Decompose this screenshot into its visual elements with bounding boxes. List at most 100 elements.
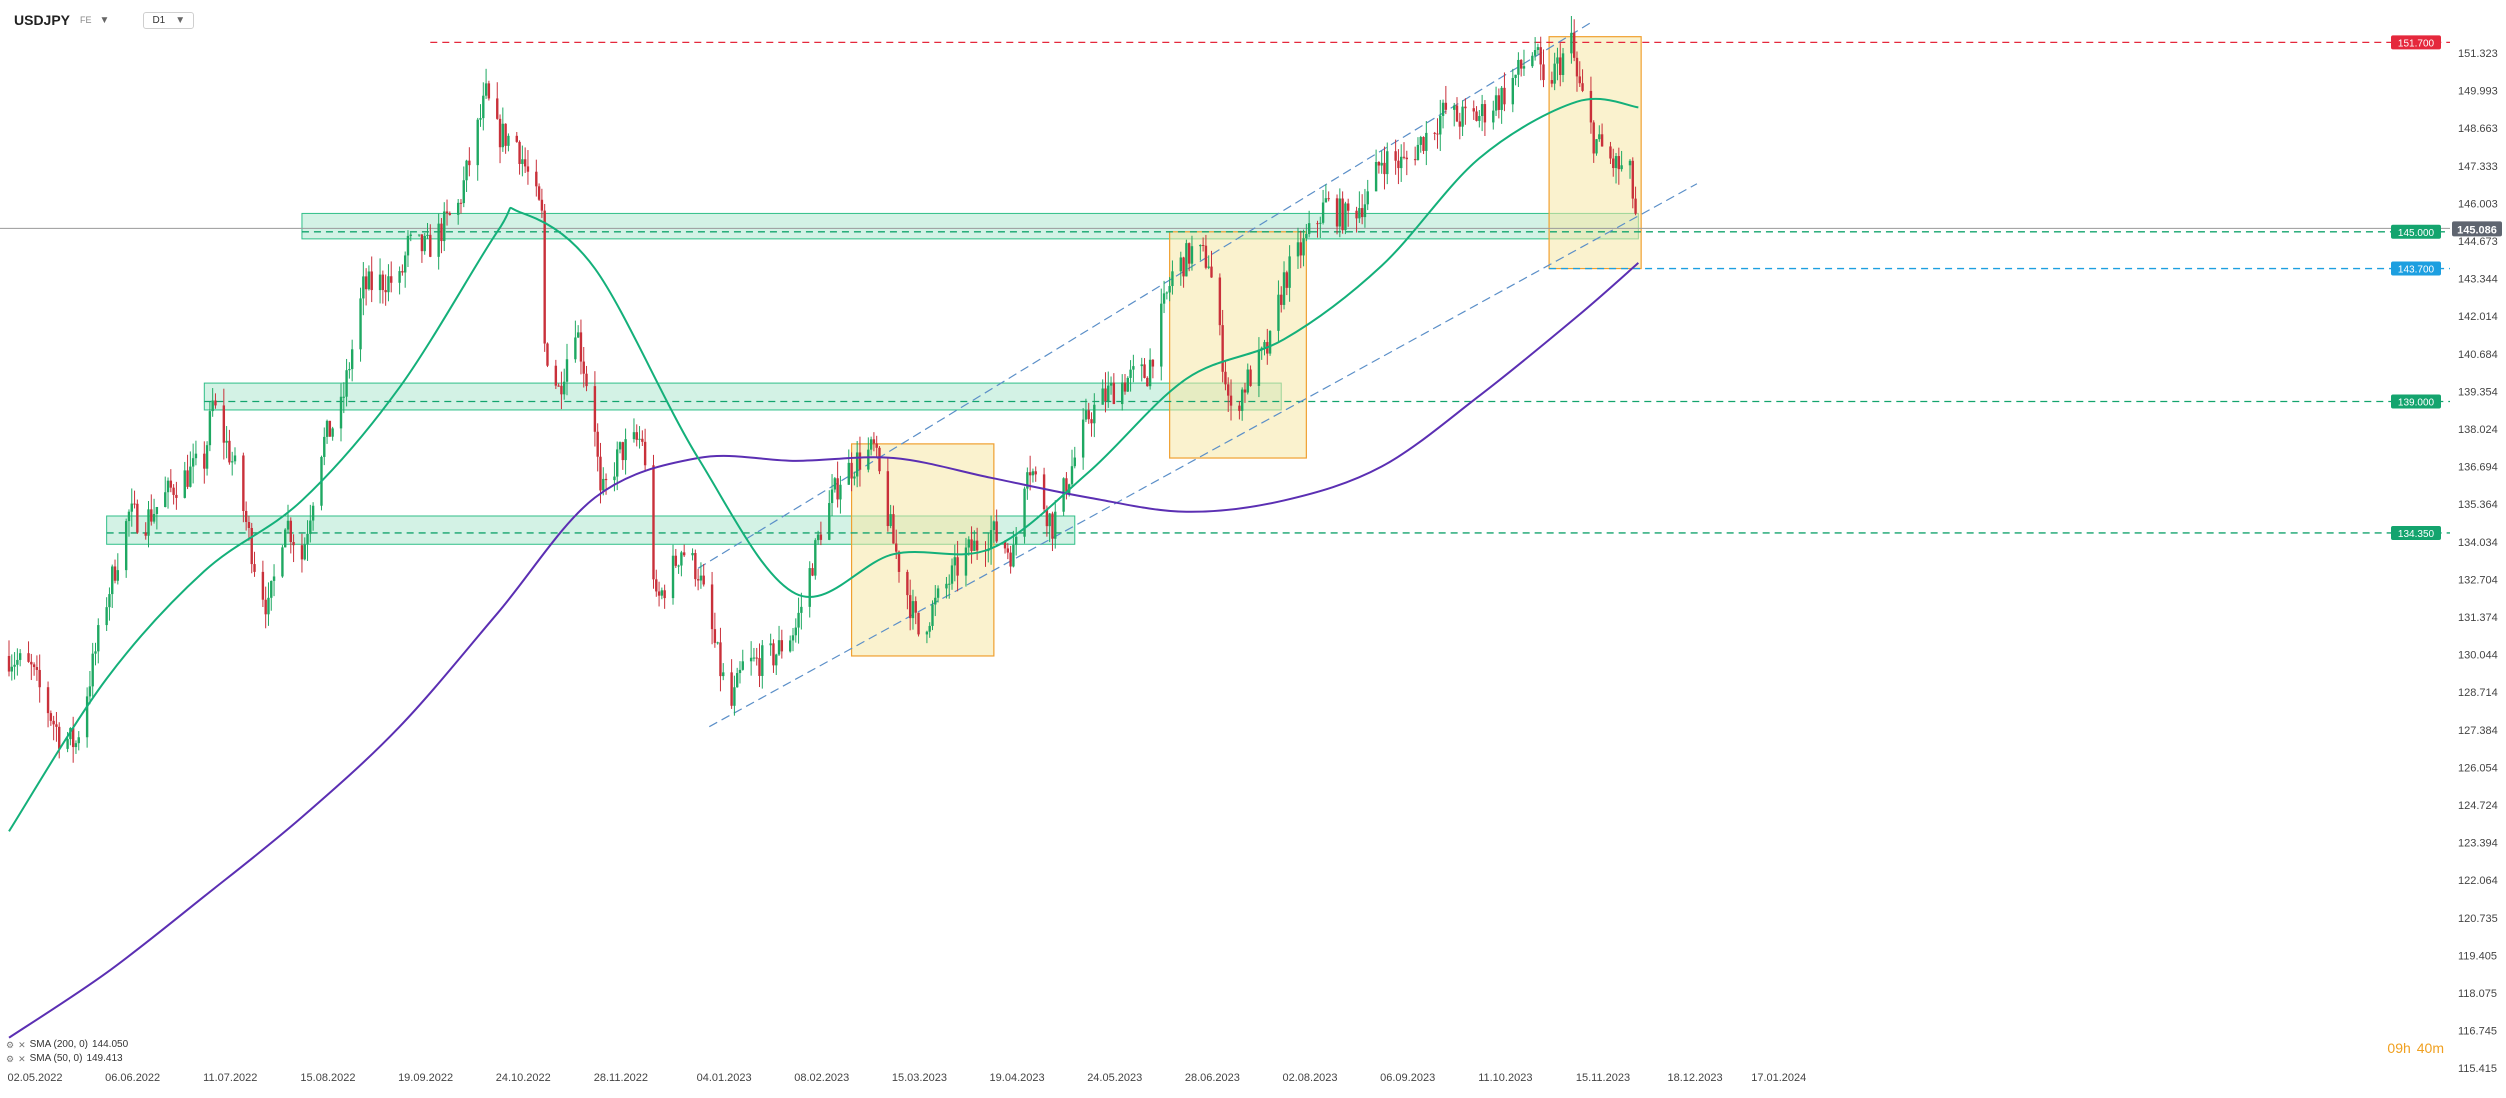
close-icon[interactable]: ✕ [18, 1054, 26, 1064]
candle-body [1221, 325, 1224, 372]
candle-body [1207, 266, 1210, 268]
candle-body [523, 159, 527, 167]
candle-body [1257, 349, 1261, 386]
candle-body [557, 385, 560, 387]
indicator-row-sma50[interactable]: ⚙ ✕ SMA (50, 0) 149.413 [6, 1052, 128, 1066]
candle-body [1321, 202, 1325, 223]
candle-body [325, 420, 329, 437]
candle-body [741, 661, 744, 670]
settings-icon[interactable]: ⚙ [6, 1054, 15, 1064]
timeframe-select[interactable]: D1 ▼ [143, 11, 195, 29]
price-tick-label: 135.364 [2458, 499, 2498, 511]
candle-body [828, 503, 831, 540]
candle-body [155, 506, 159, 514]
candle-body [1140, 364, 1143, 367]
candle-body [203, 453, 206, 469]
candle-body [702, 575, 705, 585]
candle-body [94, 651, 97, 654]
candle-body [113, 566, 117, 581]
settings-icon[interactable]: ⚙ [6, 1040, 15, 1050]
candle-body [1299, 242, 1302, 256]
candle-body [362, 276, 365, 299]
candle-body [169, 480, 173, 488]
candle-body [691, 553, 694, 556]
candle-body [1461, 106, 1464, 127]
levels-layer [0, 22, 2450, 728]
candle-body [462, 180, 465, 204]
candle-body [1028, 472, 1032, 476]
candle-body [875, 443, 878, 448]
level-price-tag [2391, 394, 2441, 409]
candle-body [1572, 32, 1576, 58]
chart-header: USDJPY FE ▼ D1 ▼ [14, 8, 195, 32]
candle-body [127, 511, 131, 522]
candle-body [791, 635, 795, 641]
candle-body [521, 159, 524, 164]
symbol-dropdown-icon[interactable]: ▼ [99, 14, 110, 26]
candle-body [328, 420, 332, 437]
price-tick-label: 116.745 [2458, 1026, 2497, 1038]
candle-body [152, 513, 156, 522]
level-price-tag [2391, 224, 2441, 239]
candle-body [1280, 294, 1283, 305]
level-price-label: 143.700 [2398, 265, 2435, 276]
candle-body [1182, 257, 1185, 277]
candle-body [808, 568, 811, 607]
candle-body [445, 211, 449, 214]
candle-body [749, 657, 753, 662]
candle-body [1070, 466, 1074, 485]
candle-body [507, 135, 510, 146]
candle-body [1386, 151, 1389, 175]
price-tick-label: 120.735 [2458, 913, 2498, 925]
candle-body [261, 571, 265, 600]
candle-body [794, 627, 797, 636]
candle-body [501, 123, 505, 148]
price-tick-label: 115.415 [2458, 1063, 2497, 1075]
candle-body [1160, 303, 1163, 367]
candle-body [1542, 64, 1545, 81]
candle-body [1171, 271, 1174, 287]
candle-body [1168, 286, 1171, 293]
candle-body [1112, 382, 1116, 405]
price-tick-label: 146.003 [2458, 198, 2498, 210]
candle-body [32, 664, 36, 668]
candle-body [49, 713, 53, 721]
candle-body [1405, 157, 1408, 160]
candle-body [535, 171, 538, 187]
candle-body [895, 543, 898, 552]
candle-body [730, 672, 733, 706]
candle-body [350, 349, 354, 370]
indicator-row-sma200[interactable]: ⚙ ✕ SMA (200, 0) 144.050 [6, 1038, 128, 1052]
candle-body [945, 583, 948, 589]
candle-body [228, 440, 231, 463]
candle-body [214, 400, 217, 406]
level-price-tag [2391, 261, 2441, 276]
candle-body [1455, 105, 1459, 122]
candle-body [1561, 53, 1565, 76]
symbol-name[interactable]: USDJPY [14, 12, 71, 28]
candle-body [211, 400, 214, 412]
candle-body [367, 271, 371, 290]
candle-body [1425, 132, 1428, 151]
candle-body [1243, 389, 1247, 393]
candle-body [172, 487, 175, 495]
date-tick-label: 28.06.2023 [1185, 1072, 1240, 1084]
candle-body [1187, 243, 1191, 264]
candle-body [55, 724, 58, 727]
indicator-value: 144.050 [91, 1039, 129, 1050]
close-icon[interactable]: ✕ [18, 1040, 26, 1050]
candle-body [604, 478, 608, 481]
candle-body [1277, 294, 1280, 331]
price-tick-label: 131.374 [2458, 612, 2498, 624]
candle-body [1093, 404, 1096, 424]
candle-body [543, 210, 546, 344]
candle-body [1012, 544, 1015, 567]
candle-body [370, 271, 373, 291]
candle-body [1307, 223, 1311, 234]
candle-body [677, 565, 680, 567]
candle-body [1165, 292, 1169, 294]
candle-body [1478, 116, 1481, 121]
candle-body [699, 575, 703, 581]
